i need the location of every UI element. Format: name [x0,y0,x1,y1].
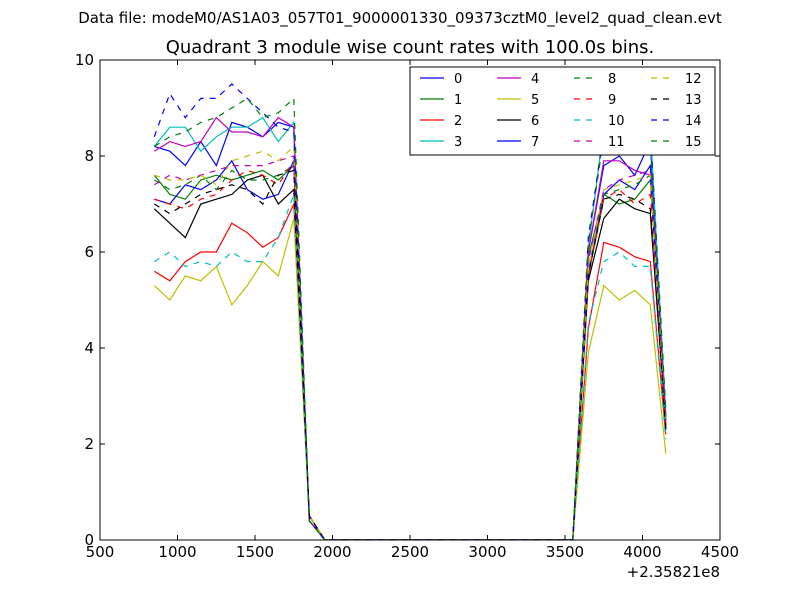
series-line-5 [153,218,667,540]
legend-label-11: 11 [608,135,625,150]
series-line-12 [154,145,667,540]
series-line-13 [153,169,667,540]
x-offset-label: +2.35821e8 [627,563,720,581]
legend-label-5: 5 [531,93,539,108]
series-line-6 [153,174,667,540]
series-line-15 [153,97,667,540]
x-tick-label: 3000 [468,543,506,561]
y-tick-label: 4 [84,339,94,357]
y-tick-label: 0 [84,531,94,549]
y-tick-label: 6 [84,243,94,261]
x-tick-label: 500 [86,543,115,561]
legend-label-13: 13 [685,93,702,108]
x-tick-label: 2500 [391,543,429,561]
axis-ticks: 500 1000 1500 2000 2500 3000 3500 4000 4500 0 2 4 6 8… [75,51,739,561]
legend-label-7: 7 [531,135,539,150]
legend-label-1: 1 [454,93,462,108]
x-tick-label: 3500 [546,543,584,561]
legend-label-9: 9 [608,93,616,108]
legend-label-10: 10 [608,114,625,129]
series-line-1 [153,164,667,540]
legend-label-0: 0 [454,72,462,87]
x-tick-label: 1500 [236,543,274,561]
series-line-9 [154,158,667,540]
legend-box [409,66,716,156]
x-tick-label: 2000 [313,543,351,561]
legend-label-3: 3 [454,135,462,150]
figure-suptitle: Data file: modeM0/AS1A03_057T01_90000013… [78,9,722,28]
legend-label-6: 6 [531,114,539,129]
series-line-14 [153,83,667,540]
series-layer [153,83,667,540]
x-tick-label: 1000 [158,543,196,561]
x-tick-label: 4000 [623,543,661,561]
legend-label-8: 8 [608,72,616,87]
y-tick-label: 10 [75,51,94,69]
x-tick-label: 4500 [701,543,739,561]
legend-label-4: 4 [531,72,539,87]
legend-label-14: 14 [685,114,702,129]
legend-label-15: 15 [685,135,702,150]
series-line-8 [153,164,667,540]
y-tick-label: 2 [84,435,94,453]
chart-title: Quadrant 3 module wise count rates with … [166,37,655,58]
y-tick-label: 8 [84,147,94,165]
legend-label-2: 2 [454,114,462,129]
legend-label-12: 12 [685,72,702,87]
